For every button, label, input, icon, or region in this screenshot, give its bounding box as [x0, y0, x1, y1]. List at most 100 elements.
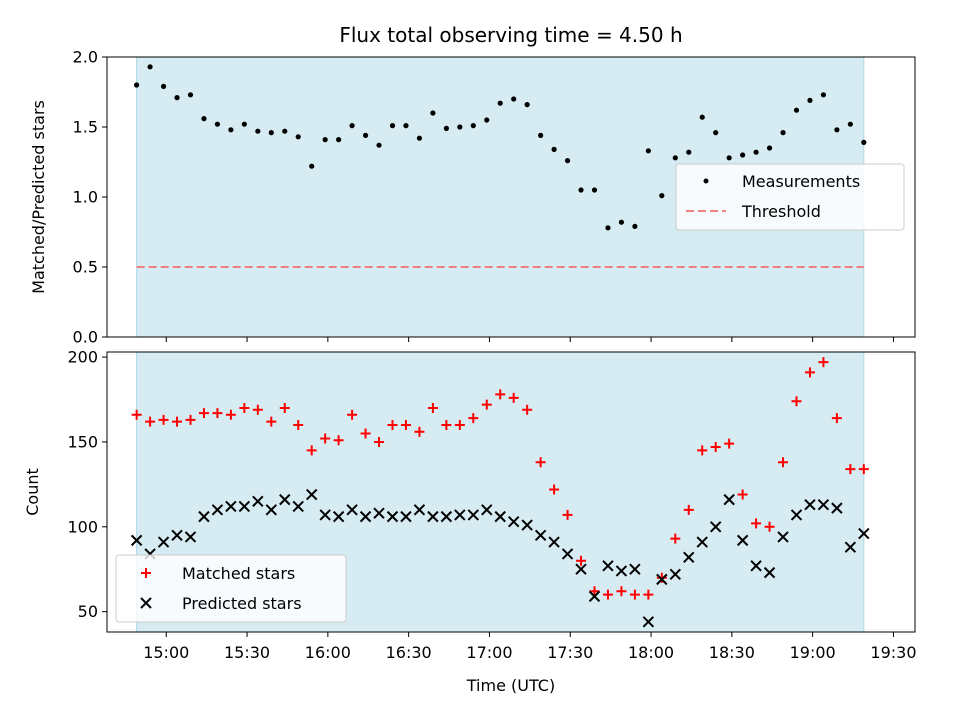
measurement-point: [551, 146, 557, 152]
legend-measurements-label: Measurements: [742, 172, 860, 191]
matched-star-point: [778, 457, 789, 468]
legend-plus-icon: [141, 568, 151, 578]
matched-star-point: [616, 586, 627, 597]
measurement-point: [820, 92, 827, 98]
predicted-star-point: [615, 565, 628, 577]
x-tick-label: 15:00: [143, 643, 189, 662]
measurement-point: [699, 114, 705, 120]
predicted-star-point: [723, 493, 735, 506]
predicted-star-point: [157, 536, 170, 548]
y-tick-label: 150: [67, 432, 98, 451]
predicted-star-point: [817, 499, 830, 511]
y-tick-label: 1.5: [73, 118, 98, 137]
measurement-point: [538, 132, 544, 138]
measurement-point: [147, 64, 153, 70]
y-tick-label: 0.0: [73, 328, 98, 347]
y-tick-label: 1.0: [73, 188, 98, 207]
matched-star-point: [535, 457, 546, 468]
predicted-star-point: [454, 509, 466, 521]
measurement-point: [295, 134, 301, 140]
measurement-point: [228, 127, 234, 133]
measurement-point: [134, 82, 140, 88]
matched-star-point: [306, 445, 317, 456]
predicted-star-point: [507, 515, 520, 528]
matched-star-point: [320, 433, 331, 444]
matched-star-point: [724, 438, 735, 449]
measurement-point: [336, 137, 342, 143]
predicted-star-point: [427, 510, 439, 523]
matched-star-point: [508, 392, 519, 403]
predicted-star-point: [736, 534, 749, 547]
measurement-point: [713, 130, 719, 136]
matched-star-point: [845, 464, 856, 475]
x-tick-label: 16:00: [305, 643, 351, 662]
predicted-star-point: [211, 504, 224, 516]
matched-star-point: [400, 419, 411, 430]
top-y-axis: 0.0 0.5 1.0 1.5 2.0: [73, 48, 107, 347]
x-tick-label: 18:30: [709, 643, 755, 662]
predicted-star-point: [238, 500, 251, 513]
predicted-star-point: [252, 495, 264, 508]
matched-star-point: [212, 408, 223, 419]
matched-star-point: [589, 586, 600, 597]
measurement-point: [766, 145, 773, 151]
bottom-panel: 50 100 150 200 15:00 15:30 16:00 16:30 17:00 17:…: [23, 348, 917, 695]
predicted-star-point: [198, 510, 210, 523]
measurement-point: [309, 163, 315, 169]
predicted-star-point: [777, 531, 789, 543]
matched-star-point: [818, 357, 829, 368]
matched-star-point: [737, 489, 748, 500]
matched-star-point: [656, 572, 667, 583]
y-tick-label: 0.5: [73, 258, 98, 277]
matched-star-point: [562, 509, 573, 520]
predicted-star-point: [709, 521, 722, 533]
matched-star-point: [710, 442, 721, 453]
measurement-point: [255, 128, 261, 134]
measurement-point: [605, 225, 611, 231]
measurement-point: [349, 123, 355, 129]
matched-star-point: [441, 419, 452, 430]
measurement-point: [160, 83, 167, 89]
predicted-star-point: [171, 529, 183, 541]
matched-star-point: [804, 367, 815, 378]
measurement-point: [322, 137, 328, 143]
matched-star-point: [831, 413, 842, 424]
matched-star-point: [414, 426, 425, 437]
x-tick-label: 16:30: [386, 643, 432, 662]
matched-star-point: [185, 414, 196, 425]
measurement-point: [416, 135, 423, 141]
predicted-star-point: [225, 500, 237, 513]
measurement-point: [753, 149, 759, 155]
predicted-star-point: [642, 616, 655, 628]
x-tick-label: 19:00: [790, 643, 836, 662]
measurement-point: [511, 96, 517, 102]
measurement-point: [659, 193, 665, 199]
predicted-star-point: [763, 566, 776, 579]
measurement-point: [578, 187, 584, 193]
bottom-y-axis: 50 100 150 200: [67, 348, 107, 621]
matched-star-point: [454, 419, 465, 430]
predicted-star-point: [683, 551, 695, 564]
bottom-y-axis-label: Count: [23, 468, 42, 516]
top-y-axis-label: Matched/Predicted stars: [29, 100, 48, 294]
x-tick-label: 15:30: [224, 643, 270, 662]
predicted-star-point: [629, 563, 641, 575]
y-tick-label: 100: [67, 517, 98, 536]
top-x-axis: [165, 337, 894, 342]
measurement-point: [861, 139, 867, 145]
x-tick-label: 17:30: [547, 643, 593, 662]
measurement-point: [524, 102, 530, 108]
measurement-point: [793, 107, 800, 113]
matched-star-point: [374, 436, 385, 447]
predicted-star-point: [534, 529, 547, 541]
matched-star-point: [549, 484, 560, 495]
matched-star-point: [172, 416, 183, 427]
measurement-point: [632, 223, 638, 229]
legend-predicted-label: Predicted stars: [182, 594, 302, 613]
predicted-star-point: [319, 509, 331, 521]
predicted-star-point: [548, 536, 560, 548]
bottom-plot-frame: [106, 351, 916, 633]
matched-star-point: [858, 464, 869, 475]
measurement-point: [672, 155, 678, 161]
predicted-star-point: [790, 509, 803, 521]
